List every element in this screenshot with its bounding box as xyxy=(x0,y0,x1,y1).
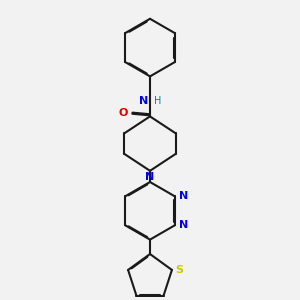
Text: N: N xyxy=(146,172,154,182)
Text: N: N xyxy=(179,191,188,201)
Text: N: N xyxy=(139,96,148,106)
Text: H: H xyxy=(154,96,161,106)
Text: O: O xyxy=(118,108,128,118)
Text: N: N xyxy=(179,220,188,230)
Text: S: S xyxy=(175,265,183,275)
